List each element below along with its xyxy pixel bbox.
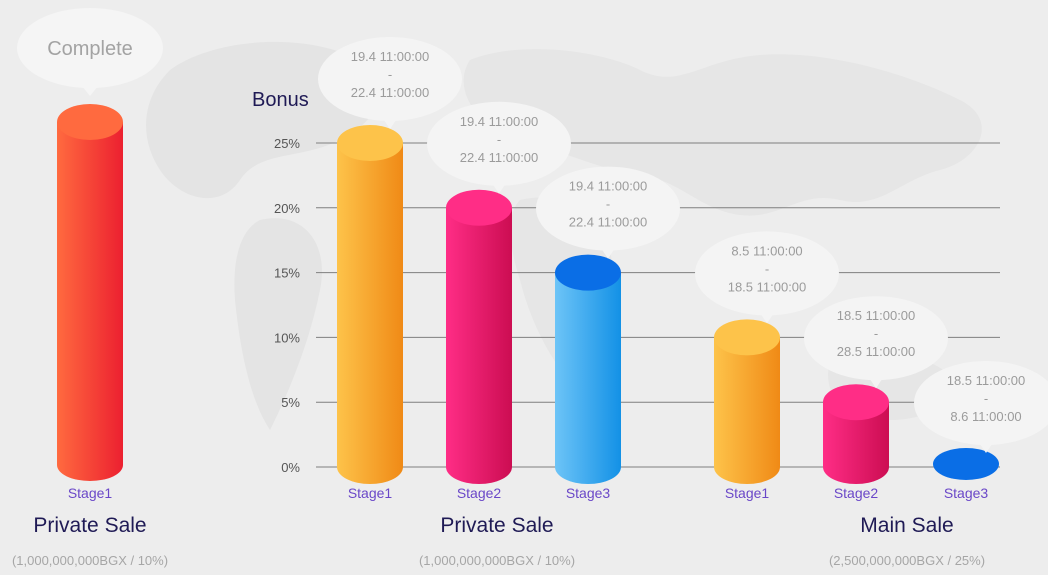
bubble-date-line: 19.4 11:00:00	[569, 179, 648, 194]
x-axis-labels: Stage1 Stage2 Stage3 Stage1 Stage2 Stage3	[348, 485, 989, 501]
bubble-date-line: -	[388, 67, 392, 82]
complete-stage-label: Stage1	[68, 485, 113, 501]
x-tick-label: Stage3	[944, 485, 989, 501]
y-tick-label: 20%	[274, 201, 300, 216]
y-axis-title: Bonus	[252, 89, 309, 111]
bar-series	[337, 125, 999, 484]
bubble-date-line: -	[874, 326, 878, 341]
bar-main-sale-stage3	[933, 448, 999, 480]
date-bubble: 8.5 11:00:00 - 18.5 11:00:00	[695, 231, 839, 324]
bar-private-sale-stage3	[555, 254, 621, 484]
date-bubble: 19.4 11:00:00 - 22.4 11:00:00	[536, 166, 680, 259]
complete-label: Complete	[47, 38, 133, 60]
bubble-date-line: -	[984, 391, 988, 406]
private-sale-subtitle: (1,000,000,000BGX / 10%)	[418, 553, 576, 568]
complete-cylinder	[57, 104, 123, 481]
bubble-date-line: 22.4 11:00:00	[569, 215, 648, 230]
bar-private-sale-stage2	[446, 189, 512, 484]
complete-section-title: Private Sale	[33, 514, 147, 537]
main-sale-title: Main Sale	[860, 514, 954, 537]
bar-private-sale-stage1	[337, 125, 403, 484]
private-sale-title: Private Sale	[440, 514, 554, 537]
bubble-date-line: 18.5 11:00:00	[947, 373, 1026, 388]
bubble-date-line: 22.4 11:00:00	[460, 150, 539, 165]
y-tick-label: 0%	[281, 460, 300, 475]
bubble-date-line: 22.4 11:00:00	[351, 85, 430, 100]
bubble-date-line: 19.4 11:00:00	[351, 49, 430, 64]
bar-cap	[823, 384, 889, 421]
bubble-date-line: 8.5 11:00:00	[731, 243, 802, 258]
bar-main-sale-stage2	[823, 384, 889, 484]
bar-cap	[714, 319, 780, 356]
date-bubble: 19.4 11:00:00 - 22.4 11:00:00	[318, 37, 462, 129]
bubble-date-line: 28.5 11:00:00	[837, 344, 916, 359]
date-bubble: 19.4 11:00:00 - 22.4 11:00:00	[427, 101, 571, 194]
bar-cap	[555, 254, 621, 291]
y-tick-label: 15%	[274, 266, 300, 281]
bar-main-sale-stage1	[714, 319, 780, 484]
bubble-date-line: 18.5 11:00:00	[837, 308, 916, 323]
complete-bubble: Complete	[17, 8, 163, 96]
date-bubble: 18.5 11:00:00 - 8.6 11:00:00	[914, 361, 1048, 453]
bar-cap	[446, 189, 512, 226]
bubble-date-line: 18.5 11:00:00	[728, 279, 807, 294]
date-bubble: 18.5 11:00:00 - 28.5 11:00:00	[804, 296, 948, 389]
y-axis-ticks: 0% 5% 10% 15% 20% 25%	[274, 136, 300, 475]
y-tick-label: 5%	[281, 395, 300, 410]
bubble-date-line: -	[765, 261, 769, 276]
x-tick-label: Stage2	[457, 485, 502, 501]
bubble-date-line: -	[606, 197, 610, 212]
x-tick-label: Stage1	[348, 485, 393, 501]
bubble-date-line: 19.4 11:00:00	[460, 114, 539, 129]
y-tick-label: 10%	[274, 330, 300, 345]
bubble-date-line: -	[497, 132, 501, 147]
main-sale-subtitle: (2,500,000,000BGX / 25%)	[828, 553, 986, 568]
x-tick-label: Stage2	[834, 485, 879, 501]
y-tick-label: 25%	[274, 136, 300, 151]
x-tick-label: Stage3	[566, 485, 611, 501]
bar-cap	[933, 448, 999, 480]
bubble-date-line: 8.6 11:00:00	[950, 409, 1021, 424]
bar-cap	[337, 125, 403, 161]
x-tick-label: Stage1	[725, 485, 770, 501]
complete-section-subtitle: (1,000,000,000BGX / 10%)	[11, 553, 169, 568]
